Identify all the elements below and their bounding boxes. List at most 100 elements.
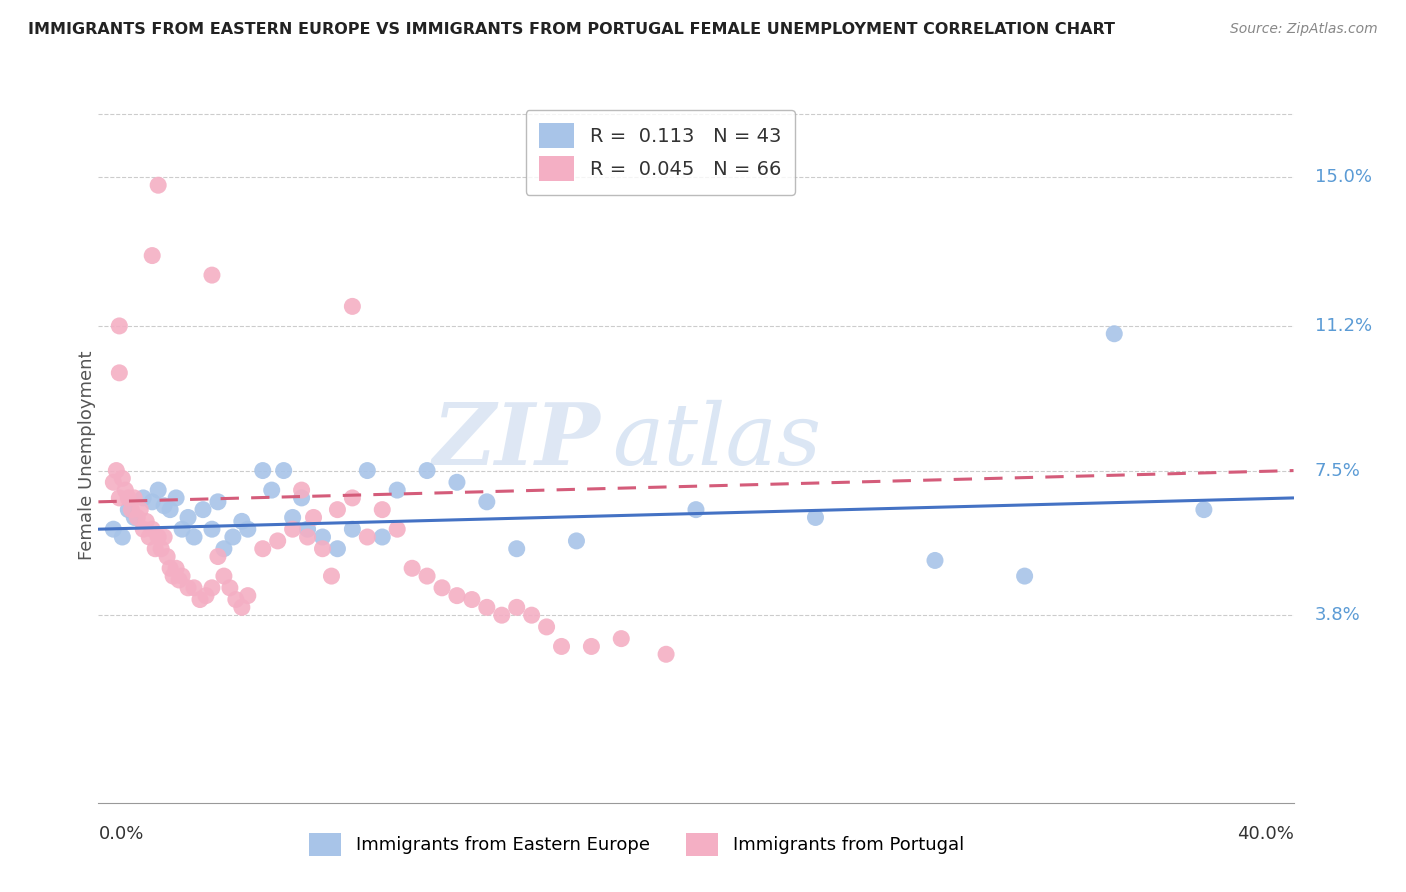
- Point: [356, 530, 378, 544]
- Point: [231, 514, 253, 528]
- Point: [108, 366, 131, 380]
- Point: [103, 522, 125, 536]
- Point: [321, 569, 343, 583]
- Point: [550, 640, 572, 654]
- Point: [1192, 502, 1215, 516]
- Point: [416, 464, 439, 478]
- Point: [135, 514, 157, 528]
- Point: [124, 491, 146, 505]
- Point: [302, 510, 325, 524]
- Point: [201, 268, 224, 282]
- Point: [1104, 326, 1126, 341]
- Point: [212, 569, 235, 583]
- Point: [108, 318, 131, 333]
- Point: [491, 608, 513, 623]
- Text: Source: ZipAtlas.com: Source: ZipAtlas.com: [1230, 22, 1378, 37]
- Point: [117, 491, 139, 505]
- Point: [804, 510, 827, 524]
- Text: 0.0%: 0.0%: [98, 825, 143, 843]
- Point: [475, 495, 498, 509]
- Point: [461, 592, 484, 607]
- Point: [148, 530, 170, 544]
- Point: [156, 549, 179, 564]
- Point: [207, 495, 229, 509]
- Point: [326, 541, 349, 556]
- Point: [108, 491, 131, 505]
- Point: [311, 541, 333, 556]
- Point: [114, 483, 136, 497]
- Point: [290, 491, 312, 505]
- Point: [105, 464, 128, 478]
- Point: [165, 491, 187, 505]
- Point: [565, 533, 588, 548]
- Point: [297, 522, 319, 536]
- Text: ZIP: ZIP: [433, 400, 600, 483]
- Point: [148, 178, 170, 193]
- Text: 40.0%: 40.0%: [1237, 825, 1294, 843]
- Point: [281, 522, 304, 536]
- Point: [506, 600, 529, 615]
- Point: [252, 464, 274, 478]
- Point: [183, 530, 205, 544]
- Text: atlas: atlas: [612, 400, 821, 483]
- Point: [177, 581, 200, 595]
- Point: [326, 502, 349, 516]
- Point: [222, 530, 245, 544]
- Point: [236, 522, 259, 536]
- Point: [281, 510, 304, 524]
- Point: [356, 464, 378, 478]
- Point: [143, 541, 166, 556]
- Point: [219, 581, 242, 595]
- Point: [162, 569, 184, 583]
- Point: [129, 502, 152, 516]
- Point: [141, 495, 163, 509]
- Point: [201, 522, 224, 536]
- Point: [165, 561, 187, 575]
- Point: [342, 491, 364, 505]
- Point: [124, 510, 146, 524]
- Point: [610, 632, 633, 646]
- Point: [191, 502, 214, 516]
- Point: [267, 533, 290, 548]
- Point: [252, 541, 274, 556]
- Point: [153, 499, 176, 513]
- Point: [132, 522, 155, 536]
- Point: [177, 510, 200, 524]
- Point: [506, 541, 529, 556]
- Text: 11.2%: 11.2%: [1315, 317, 1372, 334]
- Point: [655, 647, 678, 661]
- Point: [416, 569, 439, 583]
- Point: [111, 530, 134, 544]
- Point: [172, 522, 194, 536]
- Point: [342, 522, 364, 536]
- Point: [273, 464, 295, 478]
- Point: [236, 589, 259, 603]
- Point: [225, 592, 247, 607]
- Point: [231, 600, 253, 615]
- Point: [1014, 569, 1036, 583]
- Text: 15.0%: 15.0%: [1315, 169, 1372, 186]
- Point: [201, 581, 224, 595]
- Y-axis label: Female Unemployment: Female Unemployment: [79, 351, 96, 559]
- Point: [172, 569, 194, 583]
- Point: [127, 510, 149, 524]
- Point: [159, 561, 181, 575]
- Point: [117, 502, 139, 516]
- Point: [371, 530, 394, 544]
- Point: [685, 502, 707, 516]
- Point: [401, 561, 423, 575]
- Point: [188, 592, 211, 607]
- Point: [297, 530, 319, 544]
- Point: [385, 483, 409, 497]
- Point: [924, 553, 946, 567]
- Point: [159, 502, 181, 516]
- Point: [132, 491, 155, 505]
- Point: [138, 530, 160, 544]
- Point: [150, 541, 173, 556]
- Text: IMMIGRANTS FROM EASTERN EUROPE VS IMMIGRANTS FROM PORTUGAL FEMALE UNEMPLOYMENT C: IMMIGRANTS FROM EASTERN EUROPE VS IMMIGR…: [28, 22, 1115, 37]
- Point: [342, 299, 364, 313]
- Point: [141, 249, 163, 263]
- Point: [520, 608, 543, 623]
- Point: [446, 475, 468, 490]
- Legend: Immigrants from Eastern Europe, Immigrants from Portugal: Immigrants from Eastern Europe, Immigran…: [301, 826, 972, 863]
